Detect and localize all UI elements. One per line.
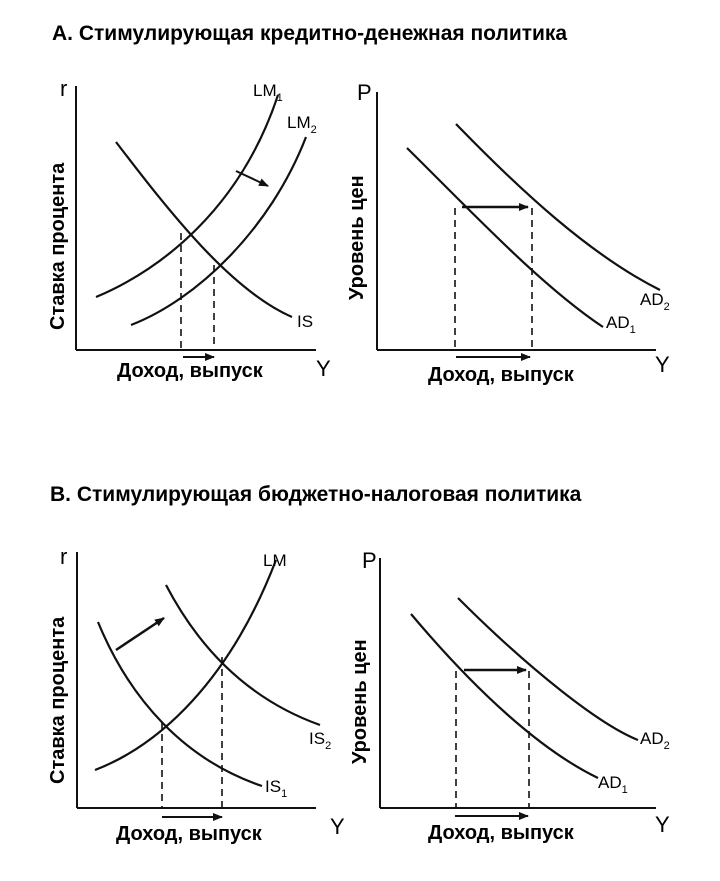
panel-b-islm-graph [76,552,321,821]
label-is1: IS1 [265,777,287,800]
axis-letter-r: r [60,76,67,101]
axis-letter-y: Y [316,356,331,381]
x-axis-label: Доход, выпуск [428,364,575,386]
x-axis-label: Доход, выпуск [117,360,264,382]
label-ad2: AD2 [640,290,670,313]
panel-a-title: А. Стимулирующая кредитно-денежная полит… [52,22,567,45]
shift-arrow-lm [235,170,269,187]
curve-lm [94,559,278,772]
curve-lm1 [95,94,280,299]
label-ad2: AD2 [640,729,670,752]
curve-is1 [96,621,263,788]
label-lm2: LM2 [287,113,317,136]
x-axis-label: Доход, выпуск [116,823,263,845]
curve-is [115,141,293,319]
y-axis-label: Уровень цен [346,175,368,300]
x-axis-label: Доход, выпуск [428,822,575,844]
axis-letter-p: P [362,548,377,573]
label-is: IS [297,312,313,331]
label-lm1: LM1 [253,81,283,104]
axis-letter-p: P [357,80,372,105]
axis-letter-y: Y [330,814,345,839]
curve-is2 [165,584,321,727]
label-ad1: AD1 [606,313,636,336]
label-ad1: AD1 [598,773,628,796]
y-axis-label: Уровень цен [349,639,371,764]
curve-ad2 [457,597,639,742]
curve-ad1 [410,613,599,779]
label-lm: LM [263,551,287,570]
curve-ad1 [406,147,604,328]
panel-b-ad-graph [379,558,656,820]
axis-letter-y: Y [655,352,670,377]
panel-b-title: В. Стимулирующая бюджетно-налоговая поли… [50,483,582,506]
y-axis-label: Ставка процента [47,162,69,330]
shift-arrow-is [115,616,165,652]
axis-letter-y: Y [655,812,670,837]
curve-lm2 [130,136,308,327]
panel-a-islm-graph [75,86,316,361]
panel-a-ad-graph [376,92,661,361]
curve-ad2 [455,123,661,291]
axis-letter-r: r [60,544,67,569]
y-axis-label: Ставка процента [47,616,69,784]
label-is2: IS2 [309,729,331,752]
